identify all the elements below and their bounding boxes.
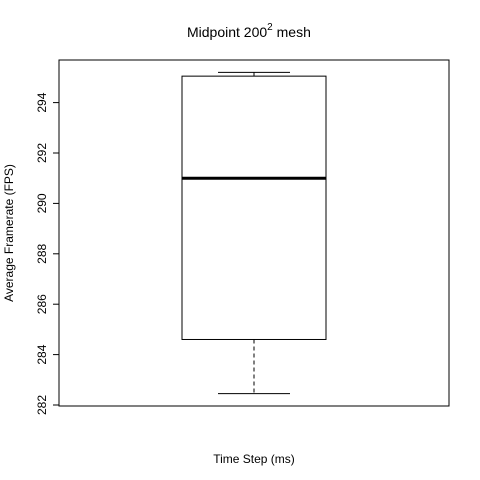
chart-title-suffix: mesh: [273, 24, 311, 40]
chart-title: Midpoint 2002 mesh: [187, 22, 311, 40]
y-tick-label: 292: [35, 143, 49, 163]
chart-title-main: Midpoint 200: [187, 24, 267, 40]
box-group: [181, 71, 327, 395]
y-tick-label: 288: [35, 243, 49, 263]
chart-title-superscript: 2: [267, 22, 273, 33]
y-axis-label: Average Framerate (FPS): [2, 164, 16, 302]
y-tick-label: 286: [35, 294, 49, 314]
x-axis-label: Time Step (ms): [213, 452, 295, 466]
y-tick-label: 282: [35, 395, 49, 415]
y-tick-label: 284: [35, 344, 49, 364]
box-body: [181, 75, 327, 340]
y-tick-label: 290: [35, 193, 49, 213]
y-tick-label: 294: [35, 92, 49, 112]
y-axis: 282 284 286 288 290 292 294: [35, 92, 60, 415]
